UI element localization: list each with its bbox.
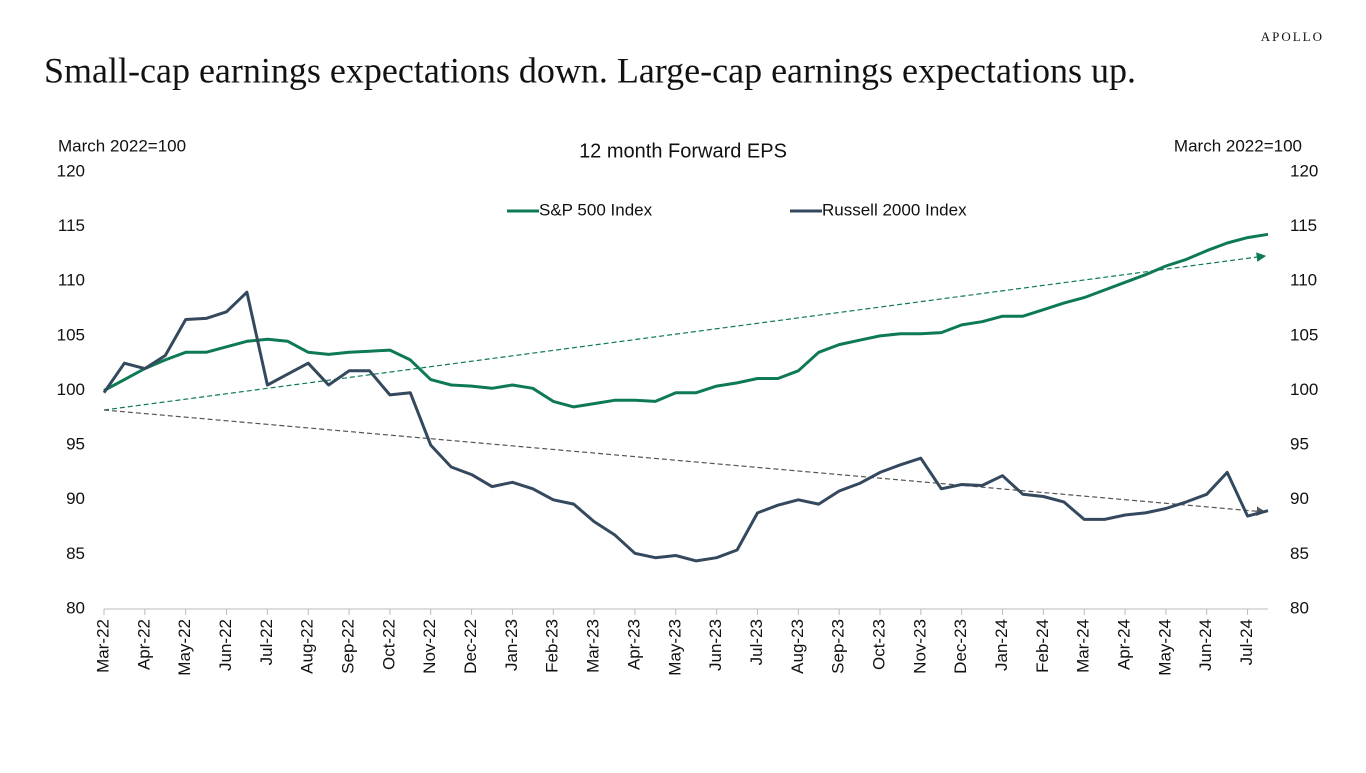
chart-title: 12 month Forward EPS: [579, 140, 787, 162]
x-tick-label: Oct-23: [869, 619, 888, 670]
y2-tick-label: 85: [1290, 544, 1309, 563]
x-tick-label: Sep-22: [339, 619, 358, 674]
x-tick-label: Oct-22: [379, 619, 398, 670]
x-tick-label: May-24: [1155, 619, 1174, 676]
brand: APOLLO: [1261, 29, 1324, 44]
x-tick-label: May-22: [175, 619, 194, 676]
x-tick-label: Jun-23: [706, 619, 725, 671]
x-tick-label: Mar-22: [93, 619, 112, 673]
y-tick-label: 120: [57, 161, 85, 180]
x-tick-label: Jul-23: [747, 619, 766, 665]
trend-line: [103, 409, 1267, 517]
legend-label: Russell 2000 Index: [822, 200, 967, 219]
series-line: [102, 290, 1269, 563]
x-tick-label: Aug-23: [788, 619, 807, 674]
y2-tick-label: 105: [1290, 325, 1318, 344]
y2-tick-label: 95: [1290, 435, 1309, 454]
y-tick-label: 80: [66, 598, 85, 617]
series-line: [103, 232, 1269, 409]
trend-line: [103, 252, 1267, 411]
y-tick-label: 115: [58, 216, 85, 235]
y2-tick-label: 100: [1290, 380, 1318, 399]
y2-tick-label: 80: [1290, 598, 1309, 617]
x-tick-label: Dec-22: [461, 619, 480, 674]
y-axis-label: March 2022=100: [58, 136, 186, 155]
x-tick-label: Apr-24: [1115, 619, 1134, 670]
x-tick-label: Nov-23: [910, 619, 929, 674]
x-tick-label: Aug-22: [298, 619, 317, 674]
headline: Small-cap earnings expectations down. La…: [44, 50, 1136, 90]
x-tick-label: Mar-23: [584, 619, 603, 673]
x-tick-label: Dec-23: [951, 619, 970, 674]
y-tick-label: 100: [57, 380, 85, 399]
x-tick-label: May-23: [665, 619, 684, 676]
y2-tick-label: 90: [1290, 489, 1309, 508]
y-tick-label: 105: [57, 325, 85, 344]
y-tick-label: 110: [58, 271, 85, 290]
x-tick-label: Jul-22: [257, 619, 276, 665]
y2-tick-label: 120: [1290, 161, 1318, 180]
x-tick-label: Apr-23: [624, 619, 643, 670]
y-tick-label: 90: [66, 489, 85, 508]
y2-axis-label: March 2022=100: [1174, 136, 1302, 155]
x-tick-label: Jul-24: [1237, 619, 1256, 665]
x-tick-label: Feb-24: [1033, 619, 1052, 673]
y-tick-label: 85: [66, 544, 85, 563]
x-tick-label: Jun-22: [216, 619, 235, 671]
x-tick-label: Jan-24: [992, 619, 1011, 671]
x-tick-label: Nov-22: [420, 619, 439, 674]
x-tick-label: Apr-22: [134, 619, 153, 670]
x-tick-label: Mar-24: [1074, 619, 1093, 673]
x-tick-label: Jan-23: [502, 619, 521, 671]
y-tick-label: 95: [66, 435, 85, 454]
y2-tick-label: 110: [1290, 271, 1317, 290]
x-tick-label: Feb-23: [543, 619, 562, 673]
y2-tick-label: 115: [1290, 216, 1317, 235]
x-tick-label: Sep-23: [829, 619, 848, 674]
x-tick-label: Jun-24: [1196, 619, 1215, 671]
legend-label: S&P 500 Index: [539, 200, 653, 219]
